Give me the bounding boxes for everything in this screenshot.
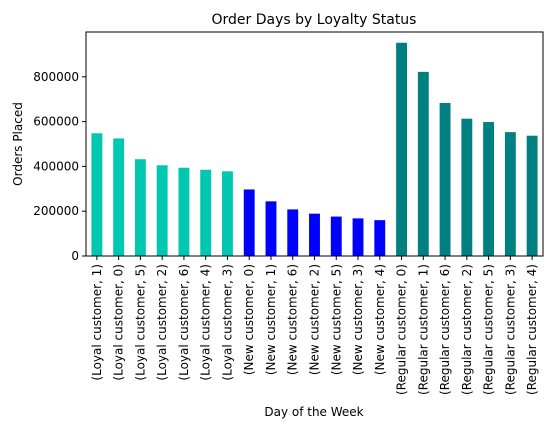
bar (91, 133, 103, 256)
bar (439, 103, 451, 256)
y-tick-label: 200000 (33, 204, 79, 218)
x-tick-label: (Loyal customer, 0) (112, 264, 126, 381)
bar (504, 132, 516, 256)
x-tick-label: (New customer, 4) (373, 264, 387, 375)
bar (156, 165, 168, 256)
x-tick-label: (Loyal customer, 3) (220, 264, 234, 381)
bar (330, 216, 342, 256)
x-tick-label: (Loyal customer, 4) (199, 264, 213, 381)
y-tick-label: 400000 (33, 159, 79, 173)
bar (461, 118, 473, 256)
x-tick-label: (Regular customer, 4) (525, 264, 539, 395)
x-axis-label: Day of the Week (264, 405, 363, 419)
x-tick-label: (Regular customer, 1) (416, 264, 430, 395)
x-tick-label: (Regular customer, 0) (395, 264, 409, 395)
x-tick-label: (Regular customer, 3) (503, 264, 517, 395)
bar (287, 209, 299, 256)
y-tick-label: 600000 (33, 115, 79, 129)
x-tick-label: (Loyal customer, 5) (133, 264, 147, 381)
bar (178, 167, 190, 256)
bar (113, 138, 125, 256)
bar (483, 122, 495, 256)
bar (200, 169, 212, 256)
y-tick-label: 0 (71, 249, 79, 263)
x-tick-label: (New customer, 0) (242, 264, 256, 375)
x-tick-label: (New customer, 2) (308, 264, 322, 375)
x-tick-label: (Regular customer, 2) (460, 264, 474, 395)
x-tick-label: (Regular customer, 6) (438, 264, 452, 395)
bar (526, 135, 538, 256)
bar (352, 218, 364, 256)
x-tick-label: (New customer, 6) (286, 264, 300, 375)
x-tick-label: (Loyal customer, 6) (177, 264, 191, 381)
x-tick-label: (Loyal customer, 2) (155, 264, 169, 381)
bar (374, 220, 386, 256)
bar (134, 159, 146, 256)
x-tick-label: (Loyal customer, 1) (90, 264, 104, 381)
bar (417, 71, 429, 257)
x-tick-label: (New customer, 3) (351, 264, 365, 375)
chart-title: Order Days by Loyalty Status (212, 12, 417, 28)
y-tick-label: 800000 (33, 70, 79, 84)
x-tick-label: (Regular customer, 5) (482, 264, 496, 395)
bar (222, 171, 233, 256)
x-tick-label: (New customer, 5) (329, 264, 343, 375)
y-axis-label: Orders Placed (11, 102, 25, 186)
x-tick-label: (New customer, 1) (264, 264, 278, 375)
bar (309, 213, 320, 256)
bar (265, 201, 277, 256)
bar (396, 42, 407, 256)
bar (243, 189, 255, 256)
plot-area: 0 200000 400000 600000 800000 (Loyal customer… (33, 31, 544, 395)
